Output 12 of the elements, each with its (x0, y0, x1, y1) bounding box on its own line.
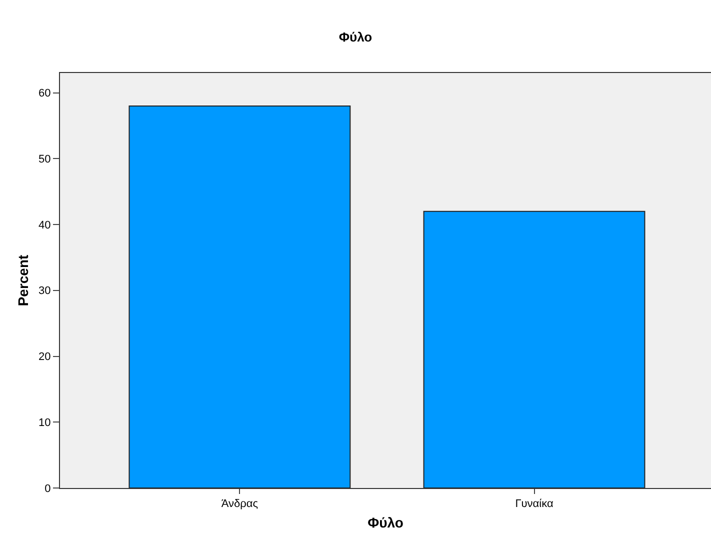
y-tick-label: 60 (38, 88, 51, 100)
x-axis-title: Φύλο (368, 514, 404, 530)
y-tick-label: 10 (38, 416, 51, 429)
y-tick-label: 20 (38, 351, 51, 364)
y-tick-label: 50 (38, 153, 51, 166)
y-axis-title: Percent (15, 254, 32, 306)
y-tick-label: 30 (38, 285, 51, 298)
x-tick-label: Άνδρας (221, 498, 258, 510)
y-tick-label: 40 (38, 219, 51, 232)
chart-title: Φύλο (338, 29, 372, 44)
y-tick-label: 0 (44, 482, 51, 495)
x-tick-label: Γυναίκα (515, 498, 554, 510)
